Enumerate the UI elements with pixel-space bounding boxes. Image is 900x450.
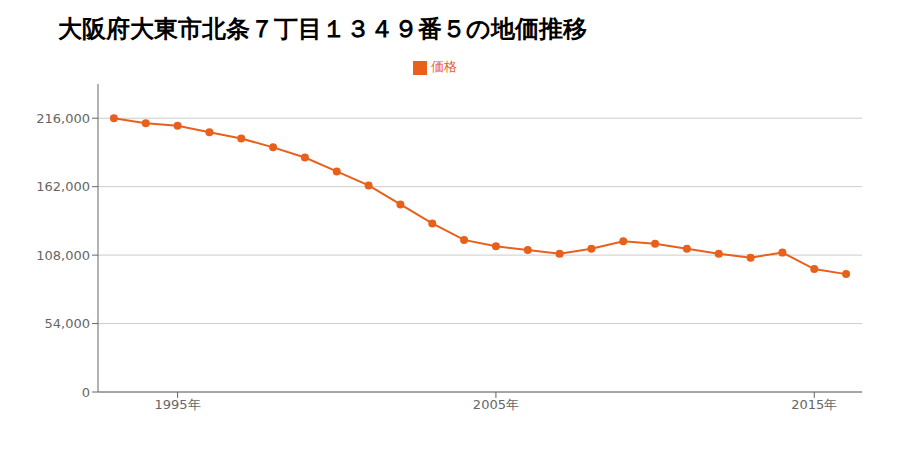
svg-text:216,000: 216,000 — [36, 111, 90, 126]
svg-text:2005年: 2005年 — [473, 397, 519, 412]
html-text:大阪府大東市北条７丁目１３４９番５の地価推移: 大阪府大東市北条７丁目１３４９番５の地価推移 — [58, 15, 587, 43]
html-text:価格: 価格 — [431, 59, 457, 74]
svg-text:2015年: 2015年 — [791, 397, 837, 412]
svg-text:162,000: 162,000 — [36, 179, 90, 194]
svg-text:1995年: 1995年 — [155, 397, 201, 412]
svg-text:54,000: 54,000 — [45, 316, 91, 331]
svg-text:0: 0 — [82, 385, 90, 400]
svg-text:108,000: 108,000 — [36, 248, 90, 263]
